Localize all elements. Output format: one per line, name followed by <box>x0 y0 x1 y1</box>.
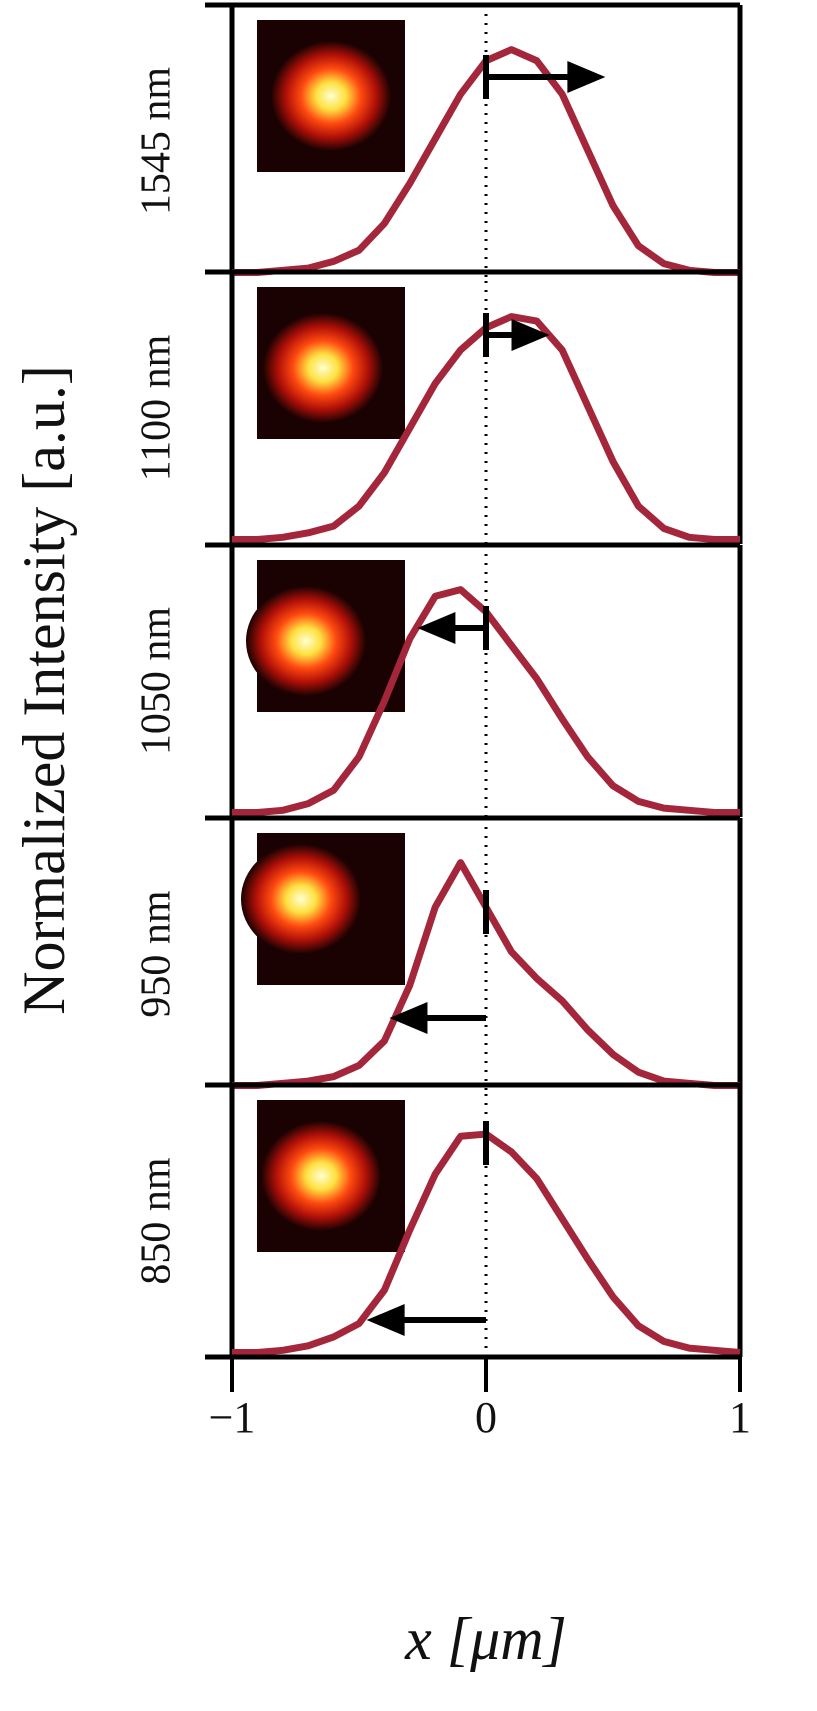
figure: Normalized Intensity [a.u.] x [μm] 1545 … <box>0 0 817 1711</box>
panel-label: 1545 nm <box>134 67 180 216</box>
x-axis-label: x [μm] <box>404 1606 567 1672</box>
panel-label: 850 nm <box>134 1157 180 1285</box>
y-axis-label: Normalized Intensity [a.u.] <box>11 365 77 1015</box>
x-tick-label: 0 <box>475 1393 497 1442</box>
inset-spot <box>271 41 391 151</box>
inset-spot <box>246 586 366 696</box>
inset-spot <box>241 844 361 954</box>
x-tick-label: 1 <box>729 1393 751 1442</box>
page: Normalized Intensity [a.u.] x [μm] 1545 … <box>0 0 817 1711</box>
x-tick-label: −1 <box>209 1393 256 1442</box>
shift-arrow-head <box>567 61 605 93</box>
shift-arrow-head <box>389 1002 427 1034</box>
panel-label: 1050 nm <box>134 607 180 756</box>
inset-spot <box>263 313 383 423</box>
inset-spot <box>261 1121 381 1231</box>
panel-label: 950 nm <box>134 890 180 1018</box>
panel-label: 1100 nm <box>134 334 180 481</box>
